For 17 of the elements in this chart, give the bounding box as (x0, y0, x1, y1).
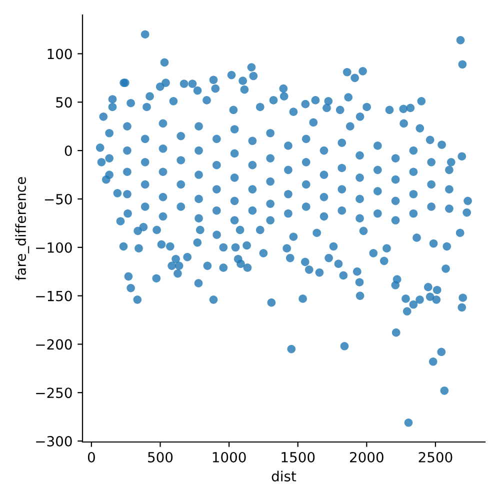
x-tick-label: 0 (88, 452, 95, 462)
y-tick-label: 50 (56, 97, 72, 108)
y-tick-label: −150 (36, 290, 72, 302)
x-tick-label: 2500 (418, 452, 452, 462)
y-tick-label: 0 (64, 146, 72, 156)
y-tick-label: 100 (48, 48, 72, 60)
y-tick-label: −250 (36, 388, 72, 398)
x-tick-label: 1500 (282, 452, 315, 462)
x-tick-label: 500 (148, 452, 173, 462)
y-tick-label: −200 (36, 339, 72, 350)
x-axis-title: dist (272, 470, 296, 482)
y-tick-label: −50 (44, 194, 72, 204)
x-tick-label: 1000 (212, 452, 246, 462)
y-tick-label: −300 (36, 436, 72, 447)
y-tick-label: −100 (36, 242, 72, 253)
x-tick-label: 2000 (350, 452, 384, 462)
y-axis-title: fare_difference (15, 177, 30, 280)
